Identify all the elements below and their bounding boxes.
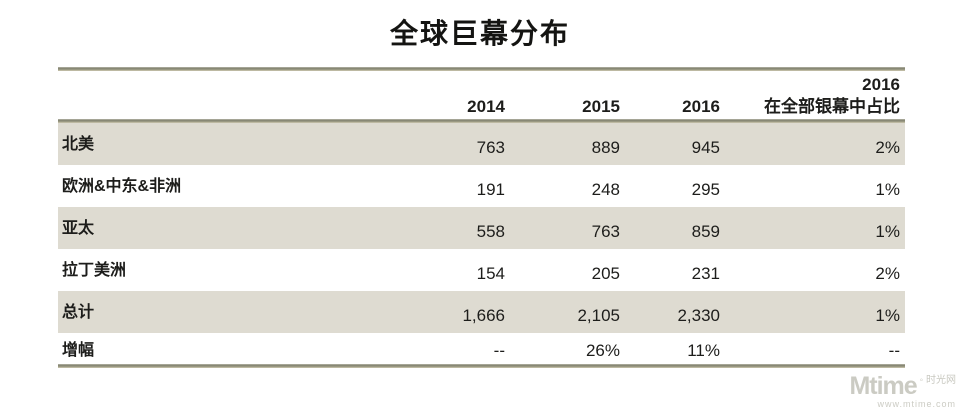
value-share: 2%: [875, 264, 900, 283]
table-row-asia-pacific: 亚太 558 763 859 1%: [58, 207, 905, 249]
value-2014: 763: [476, 138, 505, 157]
row-label: 增幅: [62, 342, 95, 359]
value-2016: 11%: [687, 341, 720, 360]
table-row-emea: 欧洲&中东&非洲 191 248 295 1%: [58, 165, 905, 207]
header-col-2016: 2016: [682, 97, 720, 116]
table-row-growth: 增幅 -- 26% 11% --: [58, 333, 905, 364]
header-col-2015: 2015: [582, 97, 620, 116]
top-rule: [58, 67, 905, 71]
bottom-rule: [58, 364, 905, 368]
header-columns: 2014 2015 2016 在全部银幕中占比: [62, 95, 900, 118]
value-2014: 191: [476, 180, 505, 199]
table-row-total: 总计 1,666 2,105 2,330 1%: [58, 291, 905, 333]
value-share: --: [888, 341, 900, 360]
value-2016: 2,330: [677, 306, 720, 325]
value-2015: 205: [591, 264, 620, 283]
header-overline-2016: 2016: [862, 75, 900, 94]
table-header: 2016 2014 2015 2016 在全部银幕中占比: [58, 71, 905, 119]
row-label: 欧洲&中东&非洲: [62, 178, 182, 195]
table-row-latin-america: 拉丁美洲 154 205 231 2%: [58, 249, 905, 291]
mtime-url: www.mtime.com: [877, 399, 956, 409]
value-share: 1%: [875, 180, 900, 199]
value-2014: 1,666: [462, 306, 505, 325]
header-region-spacer: [62, 95, 388, 118]
header-col-share: 在全部银幕中占比: [764, 97, 900, 116]
value-2015: 26%: [585, 341, 620, 360]
distribution-table: 2016 2014 2015 2016 在全部银幕中占比 北美 763 889 …: [58, 67, 905, 368]
value-2014: 558: [476, 222, 505, 241]
row-label: 总计: [62, 304, 95, 321]
value-2015: 763: [591, 222, 620, 241]
value-2014: 154: [476, 264, 505, 283]
header-rule: [58, 119, 905, 123]
value-2015: 889: [591, 138, 620, 157]
value-share: 1%: [875, 306, 900, 325]
row-label: 亚太: [62, 220, 95, 237]
value-share: 1%: [875, 222, 900, 241]
value-share: 2%: [875, 138, 900, 157]
value-2015: 2,105: [577, 306, 620, 325]
mtime-logo: Mtime: [849, 372, 917, 400]
mtime-cn-label: ◦ 时光网: [919, 375, 956, 386]
value-2016: 859: [691, 222, 720, 241]
mtime-watermark: Mtime ◦ 时光网 www.mtime.com: [849, 374, 956, 409]
value-2016: 945: [691, 138, 720, 157]
value-2016: 295: [691, 180, 720, 199]
row-label: 北美: [62, 136, 95, 153]
row-label: 拉丁美洲: [62, 262, 127, 279]
value-2016: 231: [691, 264, 720, 283]
page-title: 全球巨幕分布: [389, 18, 570, 49]
value-2015: 248: [591, 180, 620, 199]
table-row-north-america: 北美 763 889 945 2%: [58, 123, 905, 165]
header-col-2014: 2014: [467, 97, 505, 116]
value-2014: --: [493, 341, 505, 360]
